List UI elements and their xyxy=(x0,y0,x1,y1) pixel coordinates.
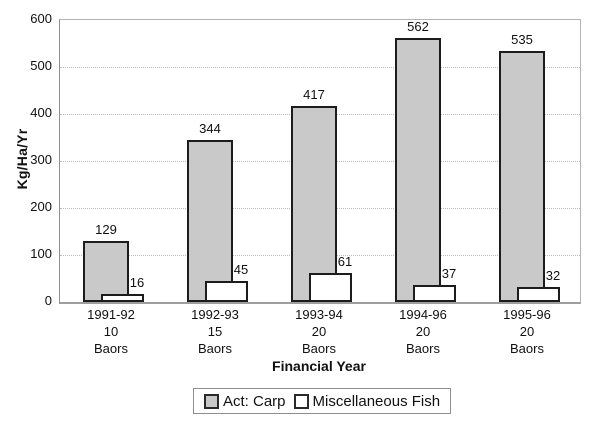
category-label-1995-96: 1995-96 20 Baors xyxy=(475,306,579,357)
category-label-line: 20 xyxy=(519,324,535,339)
bar-misc-1992-93 xyxy=(205,281,248,302)
bar-carp-1994-96 xyxy=(395,38,441,302)
value-label-carp-1995-96: 535 xyxy=(511,32,533,47)
legend-swatch-misc xyxy=(293,393,309,409)
bar-misc-1994-96 xyxy=(413,285,456,302)
category-label-line: Baors xyxy=(198,341,232,356)
category-label-line: 1991-92 xyxy=(87,307,135,322)
value-label-carp-1993-94: 417 xyxy=(303,87,325,102)
legend-item-carp: Act: Carp xyxy=(204,393,286,410)
value-label-carp-1992-93: 344 xyxy=(199,121,221,136)
legend: Act: Carp Miscellaneous Fish xyxy=(193,388,452,414)
legend-item-misc: Miscellaneous Fish xyxy=(293,392,441,410)
category-label-line: Baors xyxy=(302,341,336,356)
category-label-line: 1992-93 xyxy=(191,307,239,322)
category-label-1991-92: 1991-92 10 Baors xyxy=(59,306,163,357)
y-tick-label-300: 300 xyxy=(30,152,52,167)
category-label-line: 1995-96 xyxy=(503,307,551,322)
legend-label-carp: Act: Carp xyxy=(223,392,286,410)
category-label-1994-96: 1994-96 20 Baors xyxy=(371,306,475,357)
value-label-misc-1994-96: 37 xyxy=(441,266,457,281)
category-label-line: Baors xyxy=(510,341,544,356)
value-label-carp-1991-92: 129 xyxy=(95,222,117,237)
category-label-line: 20 xyxy=(311,324,327,339)
x-axis-title: Financial Year xyxy=(272,358,366,374)
bar-carp-1995-96 xyxy=(499,51,545,302)
category-label-1993-94: 1993-94 20 Baors xyxy=(267,306,371,357)
y-tick-label-400: 400 xyxy=(30,105,52,120)
value-label-misc-1992-93: 45 xyxy=(233,262,249,277)
y-tick-label-0: 0 xyxy=(44,293,52,308)
bar-carp-1991-92 xyxy=(83,241,129,302)
category-label-line: Baors xyxy=(406,341,440,356)
y-tick-label-100: 100 xyxy=(30,246,52,261)
category-label-line: Baors xyxy=(94,341,128,356)
legend-label-misc: Miscellaneous Fish xyxy=(312,392,441,410)
bar-carp-1992-93 xyxy=(187,140,233,302)
category-label-line: 1994-96 xyxy=(399,307,447,322)
value-label-misc-1991-92: 16 xyxy=(129,275,145,290)
value-label-carp-1994-96: 562 xyxy=(407,19,429,34)
category-label-line: 10 xyxy=(103,324,119,339)
category-label-line: 15 xyxy=(207,324,223,339)
bar-misc-1995-96 xyxy=(517,287,560,302)
category-label-line: 20 xyxy=(415,324,431,339)
y-tick-label-200: 200 xyxy=(30,199,52,214)
category-label-1992-93: 1992-93 15 Baors xyxy=(163,306,267,357)
bar-carp-1993-94 xyxy=(291,106,337,302)
plot-area: 129 16 344 45 417 61 562 37 535 32 xyxy=(59,19,581,304)
value-label-misc-1995-96: 32 xyxy=(545,268,561,283)
y-tick-label-600: 600 xyxy=(30,11,52,26)
category-label-line: 1993-94 xyxy=(295,307,343,322)
value-label-misc-1993-94: 61 xyxy=(337,254,353,269)
bar-misc-1991-92 xyxy=(101,294,144,302)
gridline-500 xyxy=(60,67,580,68)
y-tick-label-500: 500 xyxy=(30,58,52,73)
bar-misc-1993-94 xyxy=(309,273,352,302)
legend-swatch-carp xyxy=(204,393,219,409)
